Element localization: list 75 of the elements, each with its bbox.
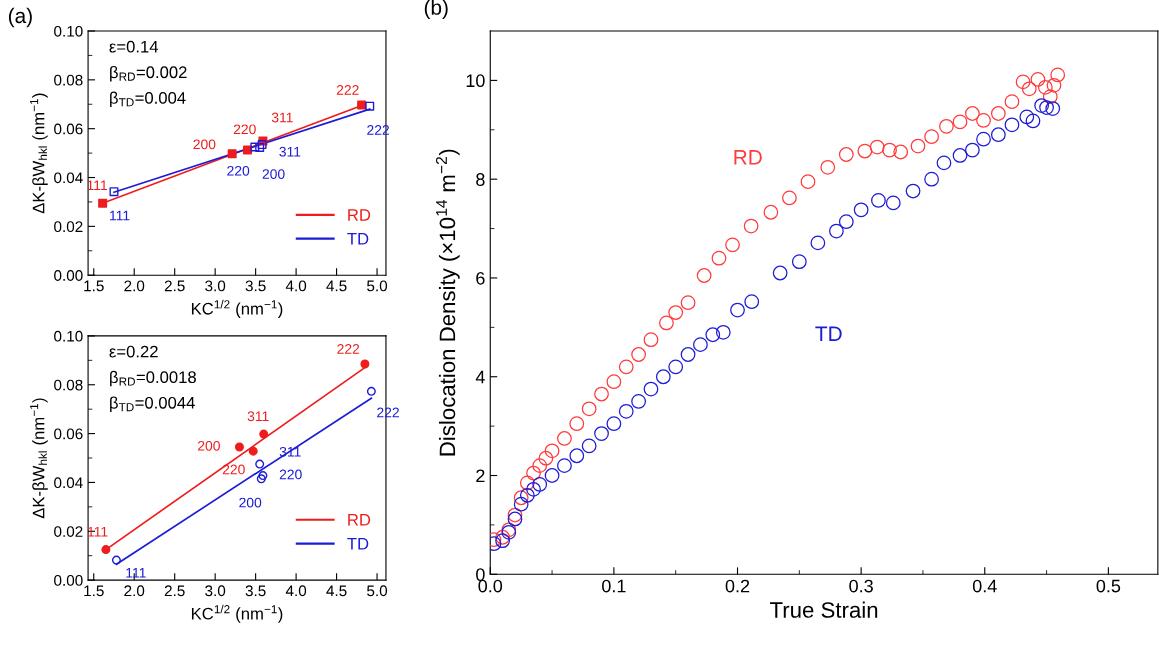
y-tick-label: 0.00 <box>54 574 83 586</box>
x-tick-label: 5.0 <box>367 585 388 597</box>
x-tick-label: 2.5 <box>164 585 185 597</box>
y-tick-label: 0.10 <box>54 330 83 342</box>
y-axis-title: ΔK-βW$_{hkl}$ (nm$^{−1}$) <box>30 398 48 519</box>
annotation: β$_{TD}$=0.004 <box>110 91 186 108</box>
x-tick-label: 3.0 <box>205 280 226 292</box>
x-tick-label: 0.0 <box>478 579 503 593</box>
annotation: ε=0.22 <box>109 345 158 358</box>
y-tick-label: 0.02 <box>54 526 83 537</box>
y-tick-label: 0.02 <box>54 221 83 233</box>
annotation: 222 <box>336 85 359 95</box>
annotation: 111 <box>110 210 130 221</box>
annotation: 311 <box>271 112 293 123</box>
y-axis-title: Dislocation Density (×10$^{14}$ m$^{−2}$) <box>435 149 460 456</box>
x-tick-label: 0.5 <box>1096 579 1121 593</box>
annotation: 220 <box>222 464 245 475</box>
y-tick-label: 6 <box>476 271 485 285</box>
x-axis-title: KC$^{1/2}$ (nm$^{−1}$) <box>191 299 283 318</box>
annotation: 111 <box>126 568 146 578</box>
y-tick-label: 2 <box>476 469 485 483</box>
annotation: 220 <box>279 469 302 480</box>
y-tick-label: 0.06 <box>54 428 83 440</box>
y-tick-label: 8 <box>476 173 485 186</box>
annotation: β$_{RD}$=0.0018 <box>110 370 196 387</box>
x-tick-label: 3.5 <box>245 280 266 292</box>
y-axis-title: ΔK-βW$_{hkl}$ (nm$^{−1}$) <box>30 93 48 214</box>
x-tick-label: 0.4 <box>972 579 997 593</box>
x-tick-label: 4.5 <box>326 280 347 292</box>
x-tick-label: 2.0 <box>124 585 145 597</box>
chart-title: (a) <box>8 7 32 28</box>
x-tick-label: 0.2 <box>725 579 750 593</box>
chart-title: (b) <box>424 0 448 19</box>
x-tick-label: 2.5 <box>164 280 185 292</box>
x-tick-label: 2.0 <box>124 280 145 292</box>
annotation: β$_{TD}$=0.0044 <box>110 396 195 412</box>
legend-label: TD <box>347 537 369 550</box>
y-tick-label: 0.00 <box>54 270 83 281</box>
annotation: 220 <box>227 165 250 176</box>
text: TD <box>815 326 842 341</box>
annotation: 311 <box>247 411 269 422</box>
legend-label: TD <box>347 233 369 245</box>
legend-label: RD <box>348 514 371 526</box>
y-tick-label: 0.08 <box>54 74 83 86</box>
annotation: 220 <box>233 124 256 135</box>
x-tick-label: 4.0 <box>285 280 307 292</box>
annotation: 222 <box>337 344 360 354</box>
annotation: β$_{RD}$=0.002 <box>110 65 187 82</box>
x-axis-title: True Strain <box>770 601 878 618</box>
y-tick-label: 0.10 <box>54 25 83 37</box>
x-tick-label: 4.0 <box>285 585 307 597</box>
y-tick-label: 4 <box>475 370 485 384</box>
y-tick-label: 0.04 <box>54 477 83 489</box>
x-tick-label: 0.1 <box>602 579 626 593</box>
annotation: 200 <box>193 139 216 150</box>
x-tick-label: 3.0 <box>205 585 226 597</box>
x-tick-label: 5.0 <box>367 280 388 292</box>
annotation: 200 <box>262 169 285 179</box>
y-tick-label: 0 <box>476 568 485 582</box>
x-axis-title: KC$^{1/2}$ (nm$^{−1}$) <box>191 604 283 623</box>
y-tick-label: 0.08 <box>54 379 83 391</box>
x-tick-label: 1.5 <box>84 585 104 597</box>
y-tick-label: 0.06 <box>54 123 83 135</box>
x-tick-label: 1.5 <box>84 280 104 292</box>
y-tick-label: 0.04 <box>54 172 83 184</box>
y-tick-label: 10 <box>466 74 485 88</box>
x-tick-label: 0.3 <box>849 579 873 593</box>
annotation: 200 <box>198 440 220 451</box>
series-label: RD <box>734 150 762 165</box>
annotation: 311 <box>279 146 301 157</box>
annotation: ε=0.14 <box>109 40 159 53</box>
legend-label: RD <box>348 209 371 221</box>
x-tick-label: 3.5 <box>245 585 266 597</box>
annotation: 200 <box>239 497 262 508</box>
x-tick-label: 4.5 <box>326 585 347 597</box>
